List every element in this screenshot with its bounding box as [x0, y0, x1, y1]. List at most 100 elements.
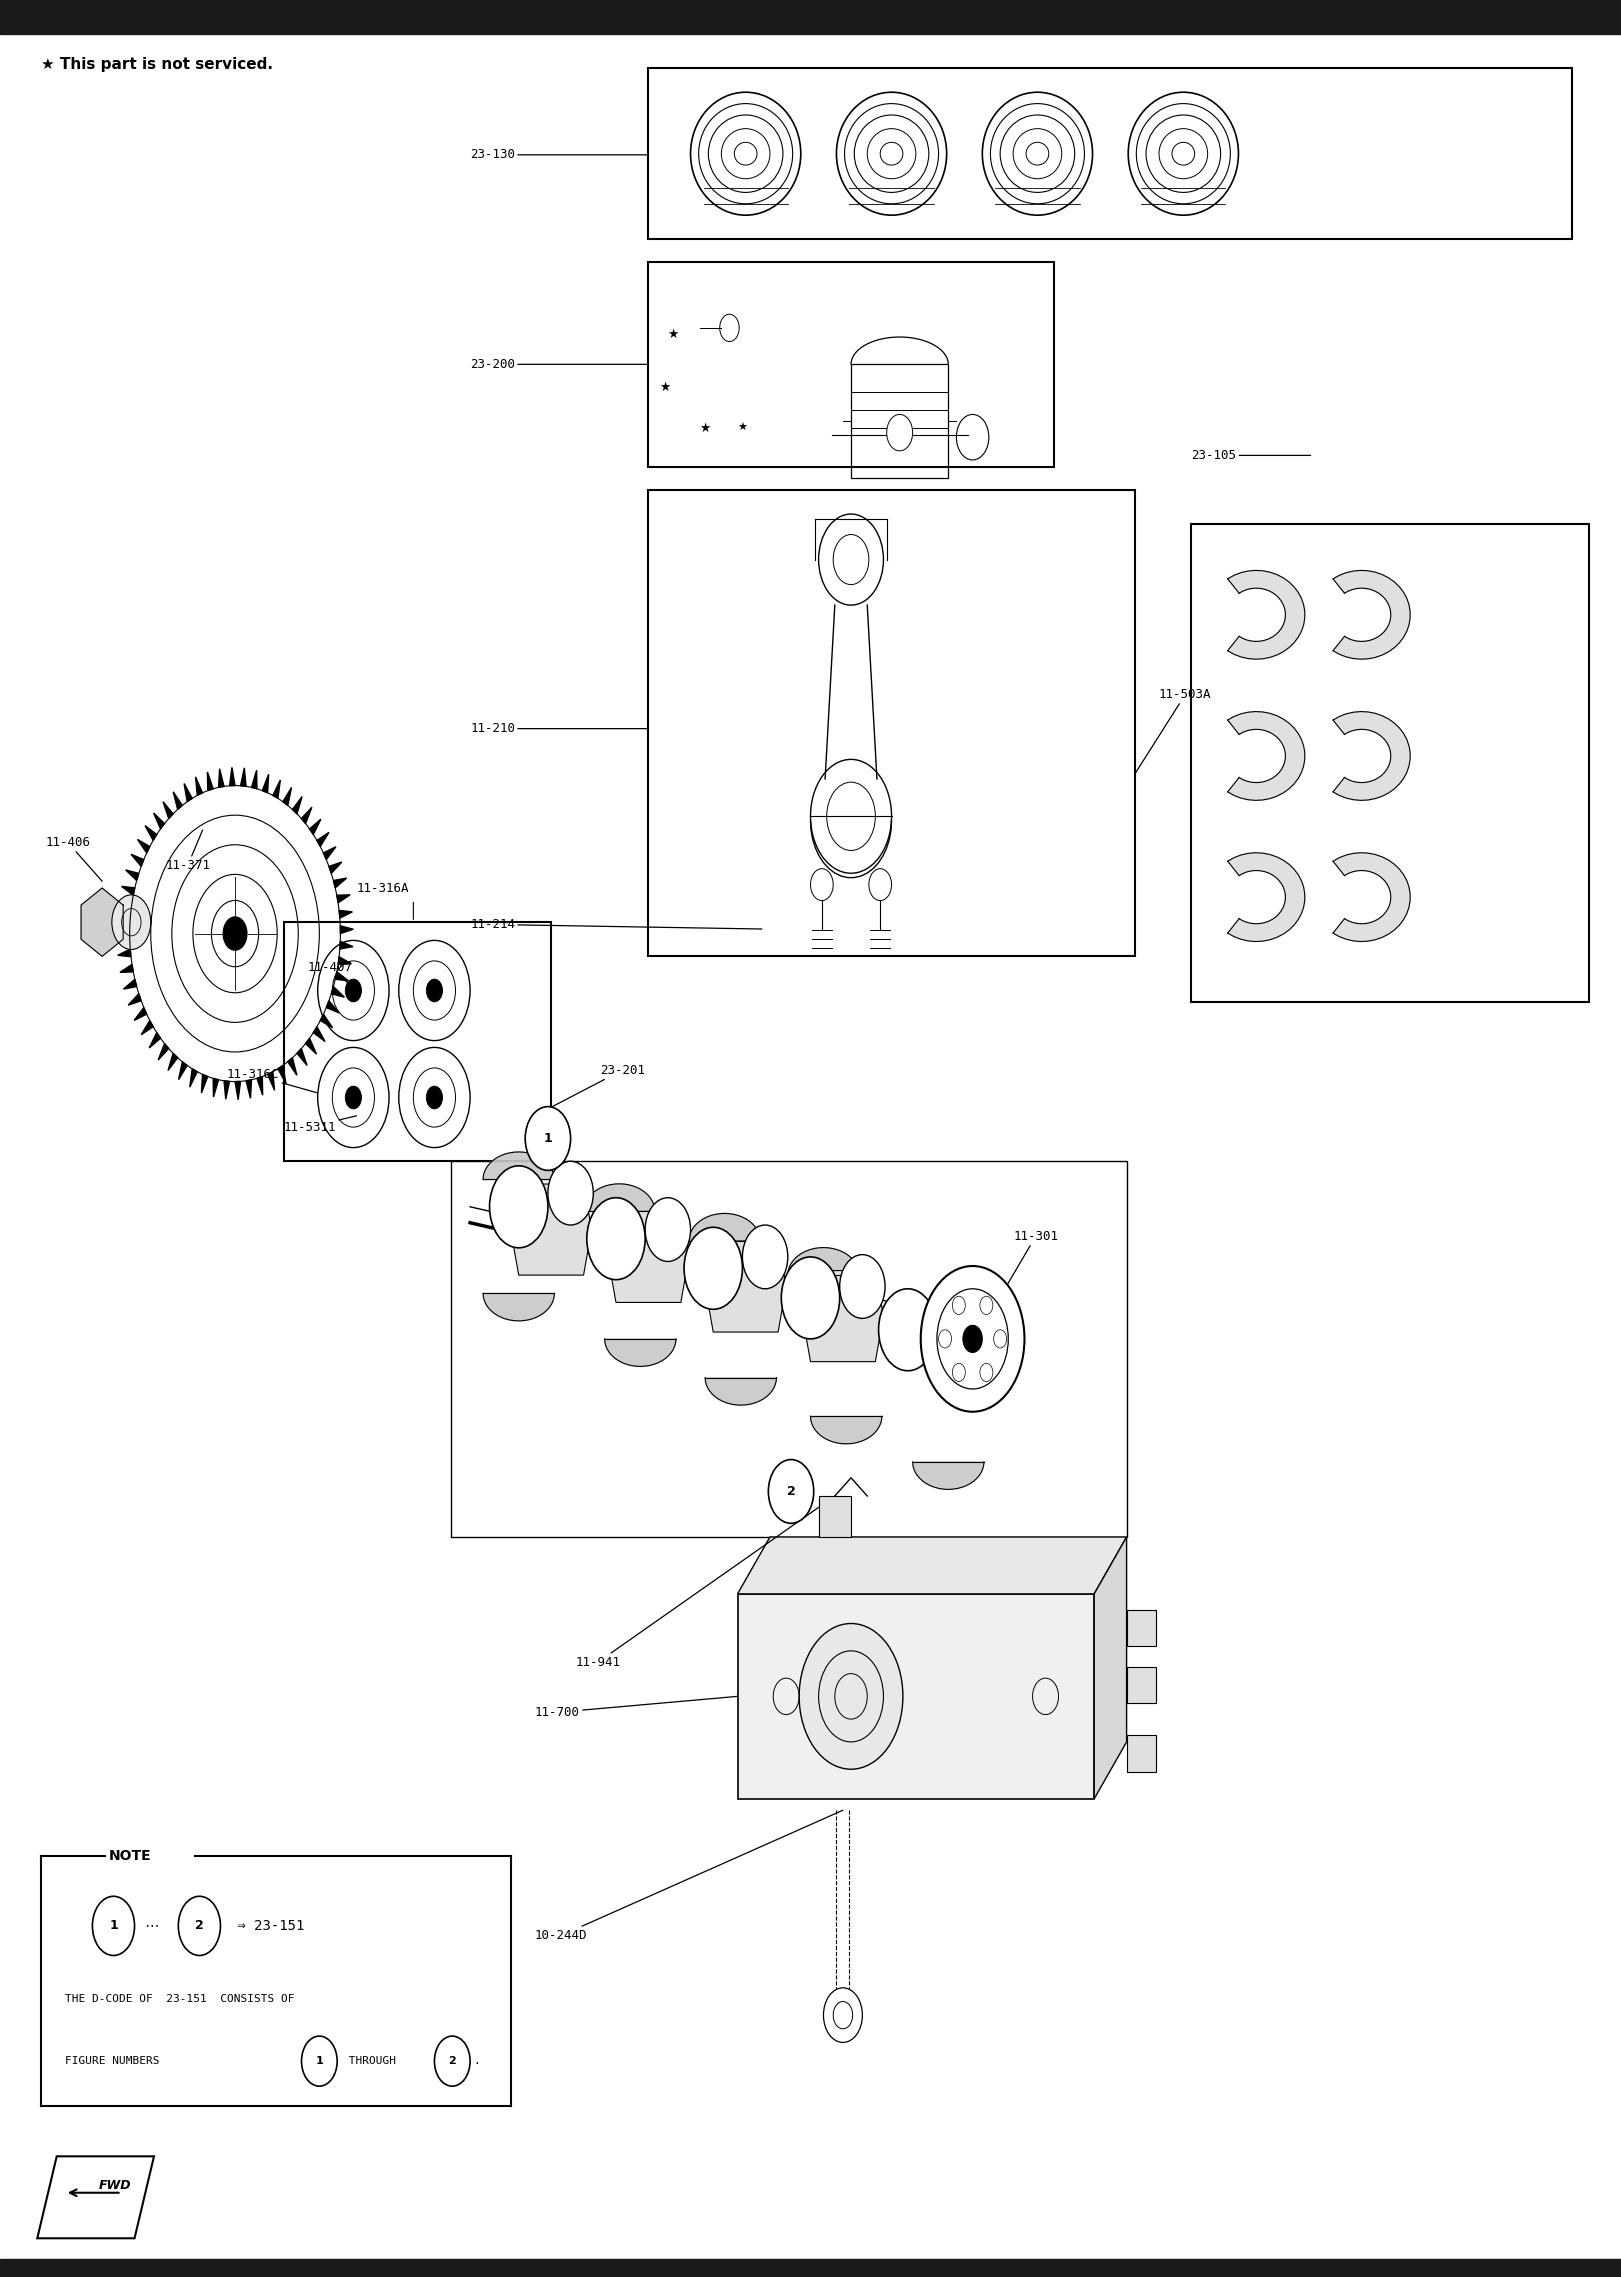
- Polygon shape: [689, 1214, 760, 1241]
- Polygon shape: [159, 1043, 169, 1061]
- Text: 23-105: 23-105: [1191, 449, 1310, 462]
- Bar: [1127, 1610, 1156, 1646]
- Polygon shape: [131, 854, 144, 865]
- Ellipse shape: [1026, 141, 1049, 166]
- Circle shape: [742, 1225, 788, 1289]
- Text: ★ This part is not serviced.: ★ This part is not serviced.: [41, 57, 272, 73]
- Bar: [819, 1496, 851, 1537]
- Bar: [851, 364, 948, 478]
- Text: 2: 2: [786, 1485, 796, 1498]
- Polygon shape: [178, 1061, 186, 1079]
- Polygon shape: [339, 911, 352, 918]
- Polygon shape: [154, 813, 165, 829]
- Polygon shape: [201, 1075, 207, 1093]
- Polygon shape: [810, 1416, 882, 1444]
- Polygon shape: [272, 781, 280, 799]
- Circle shape: [345, 1086, 361, 1109]
- Text: .: .: [473, 2056, 480, 2065]
- Polygon shape: [336, 972, 349, 981]
- Polygon shape: [118, 950, 131, 956]
- Ellipse shape: [734, 141, 757, 166]
- Polygon shape: [224, 1082, 230, 1100]
- Polygon shape: [313, 1027, 326, 1041]
- Polygon shape: [605, 1339, 676, 1366]
- Text: 23-200: 23-200: [470, 357, 648, 371]
- Polygon shape: [1332, 572, 1410, 658]
- Text: ★: ★: [738, 424, 747, 433]
- Text: THROUGH: THROUGH: [342, 2056, 402, 2065]
- Circle shape: [645, 1198, 691, 1261]
- Circle shape: [799, 1624, 903, 1769]
- Polygon shape: [1227, 713, 1305, 799]
- Polygon shape: [318, 833, 329, 847]
- Polygon shape: [705, 1241, 786, 1332]
- Circle shape: [979, 1296, 992, 1314]
- Polygon shape: [289, 1059, 297, 1075]
- Polygon shape: [123, 979, 136, 988]
- Circle shape: [525, 1107, 571, 1170]
- Bar: [1191, 524, 1589, 1002]
- Circle shape: [939, 1330, 952, 1348]
- Circle shape: [112, 895, 151, 950]
- Circle shape: [426, 1086, 443, 1109]
- Circle shape: [781, 1257, 840, 1339]
- Circle shape: [684, 1227, 742, 1309]
- Polygon shape: [126, 870, 139, 881]
- Polygon shape: [219, 770, 224, 788]
- Polygon shape: [511, 1184, 592, 1275]
- Text: ★: ★: [668, 328, 678, 342]
- Polygon shape: [169, 1054, 178, 1070]
- Polygon shape: [297, 1050, 306, 1066]
- Polygon shape: [120, 965, 133, 972]
- Text: 23-130: 23-130: [470, 148, 648, 162]
- Text: 1: 1: [316, 2056, 323, 2065]
- Polygon shape: [584, 1184, 655, 1211]
- Circle shape: [823, 1988, 862, 2042]
- Polygon shape: [246, 1079, 251, 1098]
- Text: 11-210: 11-210: [470, 722, 648, 735]
- Polygon shape: [117, 918, 130, 927]
- Bar: [0, 0, 1621, 34]
- Polygon shape: [802, 1271, 883, 1362]
- Text: 11-406: 11-406: [45, 836, 102, 881]
- Polygon shape: [141, 1020, 152, 1034]
- Polygon shape: [1094, 1537, 1127, 1799]
- Polygon shape: [337, 895, 350, 902]
- Polygon shape: [277, 1066, 285, 1084]
- Polygon shape: [230, 767, 235, 786]
- Polygon shape: [483, 1152, 554, 1179]
- Polygon shape: [1332, 713, 1410, 799]
- Polygon shape: [122, 886, 135, 895]
- Text: 10-244D: 10-244D: [535, 1810, 843, 1942]
- Bar: [738, 1594, 1094, 1799]
- Text: 23-201: 23-201: [548, 1063, 645, 1109]
- Polygon shape: [608, 1211, 689, 1302]
- Polygon shape: [263, 774, 269, 792]
- Polygon shape: [331, 986, 344, 997]
- Text: 11-5311: 11-5311: [284, 1116, 357, 1134]
- Polygon shape: [135, 1006, 146, 1020]
- Circle shape: [963, 1325, 982, 1353]
- Circle shape: [979, 1364, 992, 1382]
- Circle shape: [768, 1460, 814, 1523]
- Bar: [1127, 1667, 1156, 1703]
- Polygon shape: [118, 902, 131, 911]
- Circle shape: [345, 979, 361, 1002]
- Polygon shape: [81, 888, 123, 956]
- Polygon shape: [788, 1248, 859, 1275]
- Circle shape: [952, 1364, 964, 1382]
- Circle shape: [994, 1330, 1007, 1348]
- Text: 11-941: 11-941: [575, 1496, 835, 1669]
- Polygon shape: [292, 797, 302, 813]
- Text: THE D-CODE OF  23-151  CONSISTS OF: THE D-CODE OF 23-151 CONSISTS OF: [65, 1995, 295, 2004]
- Polygon shape: [117, 934, 130, 940]
- Polygon shape: [324, 847, 336, 861]
- Polygon shape: [305, 1038, 316, 1054]
- Text: FWD: FWD: [99, 2179, 131, 2193]
- Circle shape: [434, 2036, 470, 2086]
- Polygon shape: [185, 783, 193, 802]
- Polygon shape: [310, 820, 321, 836]
- Polygon shape: [207, 772, 212, 790]
- Circle shape: [490, 1166, 548, 1248]
- Bar: [284, 922, 551, 1161]
